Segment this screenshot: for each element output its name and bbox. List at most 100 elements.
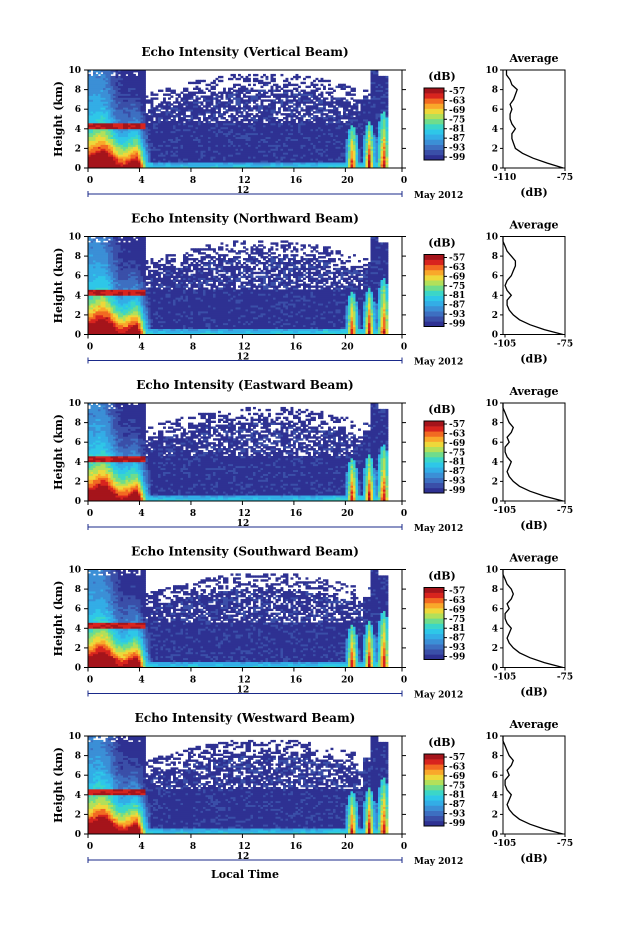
- heatmap-cell: [216, 117, 219, 119]
- heatmap-cell: [311, 90, 314, 92]
- heatmap-cell: [341, 84, 344, 86]
- heatmap-cell: [176, 121, 179, 123]
- heatmap-cell: [161, 90, 164, 92]
- heatmap-cell: [273, 74, 276, 76]
- heatmap-cell: [166, 88, 169, 90]
- heatmap-cell: [286, 84, 289, 86]
- heatmap-cell: [288, 121, 291, 123]
- heatmap-cell: [153, 107, 156, 109]
- heatmap-cell: [153, 97, 156, 99]
- heatmap-cell: [286, 90, 289, 92]
- heatmap-cell: [341, 115, 344, 117]
- heatmap-cell: [293, 119, 296, 121]
- heatmap-cell: [166, 101, 169, 103]
- heatmap-cell: [233, 94, 236, 96]
- heatmap-cell: [246, 88, 249, 90]
- heatmap-cell: [283, 101, 286, 103]
- heatmap: [88, 70, 388, 168]
- heatmap-cell: [248, 74, 251, 76]
- heatmap-cell: [158, 90, 161, 92]
- heatmap-cell: [201, 90, 204, 92]
- heatmap-cell: [323, 86, 326, 88]
- heatmap-cell: [226, 101, 229, 103]
- heatmap-cell: [263, 74, 266, 76]
- x-tick-label: 20: [341, 176, 354, 186]
- heatmap-cell: [173, 115, 176, 117]
- heatmap-cell: [271, 86, 274, 88]
- heatmap-cell: [293, 113, 296, 115]
- heatmap-cell: [186, 94, 189, 96]
- heatmap-cell: [196, 80, 199, 82]
- heatmap-cell: [168, 88, 171, 90]
- heatmap-cell: [273, 94, 276, 96]
- heatmap-cell: [208, 109, 211, 111]
- heatmap-cell: [368, 99, 371, 101]
- heatmap-cell: [168, 111, 171, 113]
- heatmap-cell: [256, 119, 259, 121]
- heatmap-cell: [113, 76, 116, 78]
- heatmap-cell: [246, 95, 249, 97]
- heatmap-cell: [246, 99, 249, 101]
- average-profile: Average0246810-110 -75(dB): [485, 52, 573, 199]
- heatmap-cell: [193, 99, 196, 101]
- heatmap-cell: [221, 121, 224, 123]
- heatmap-cell: [188, 115, 191, 117]
- heatmap-cell: [236, 90, 239, 92]
- heatmap-cell: [306, 105, 309, 107]
- heatmap-cell: [158, 109, 161, 111]
- heatmap-cell: [221, 92, 224, 94]
- heatmap-cell: [178, 101, 181, 103]
- heatmap-cell: [336, 107, 339, 109]
- heatmap-cell: [228, 115, 231, 117]
- heatmap-cell: [351, 88, 354, 90]
- heatmap-cell: [218, 80, 221, 82]
- heatmap-cell: [256, 78, 259, 80]
- heatmap-cell: [301, 115, 304, 117]
- heatmap-cell: [386, 76, 389, 78]
- heatmap-cell: [341, 121, 344, 123]
- heatmap-cell: [281, 99, 284, 101]
- y-tick-label: 6: [75, 105, 81, 115]
- heatmap-cell: [156, 105, 159, 107]
- heatmap-cell: [366, 95, 369, 97]
- heatmap-cell: [333, 123, 336, 125]
- heatmap-cell: [311, 105, 314, 107]
- heatmap-cell: [323, 117, 326, 119]
- heatmap-cell: [273, 84, 276, 86]
- heatmap-cell: [306, 86, 309, 88]
- heatmap-cell: [308, 86, 311, 88]
- heatmap-cell: [98, 76, 101, 78]
- heatmap-cell: [191, 101, 194, 103]
- heatmap-cell: [196, 86, 199, 88]
- heatmap-cell: [281, 119, 284, 121]
- heatmap-cell: [233, 105, 236, 107]
- heatmap-cell: [243, 123, 246, 125]
- heatmap-cell: [278, 94, 281, 96]
- heatmap-cell: [236, 117, 239, 119]
- heatmap-cell: [203, 105, 206, 107]
- heatmap-cell: [356, 99, 359, 101]
- heatmap-cell: [191, 92, 194, 94]
- heatmap-cell: [161, 121, 164, 123]
- heatmap-cell: [258, 80, 261, 82]
- heatmap-cell: [176, 105, 179, 107]
- heatmap-cell: [331, 88, 334, 90]
- heatmap-cell: [233, 115, 236, 117]
- heatmap-cell: [246, 76, 249, 78]
- heatmap-cell: [213, 92, 216, 94]
- heatmap-cell: [298, 92, 301, 94]
- heatmap-cell: [171, 90, 174, 92]
- heatmap-cell: [146, 95, 149, 97]
- heatmap-cell: [276, 101, 279, 103]
- heatmap-cell: [196, 92, 199, 94]
- heatmap-cell: [183, 107, 186, 109]
- heatmap-cell: [276, 111, 279, 113]
- heatmap-cell: [271, 99, 274, 101]
- heatmap-cell: [163, 97, 166, 99]
- heatmap-cell: [361, 99, 364, 101]
- heatmap-cell: [258, 90, 261, 92]
- x-tick-label: 0: [87, 176, 93, 186]
- heatmap-cell: [338, 97, 341, 99]
- heatmap-cell: [328, 84, 331, 86]
